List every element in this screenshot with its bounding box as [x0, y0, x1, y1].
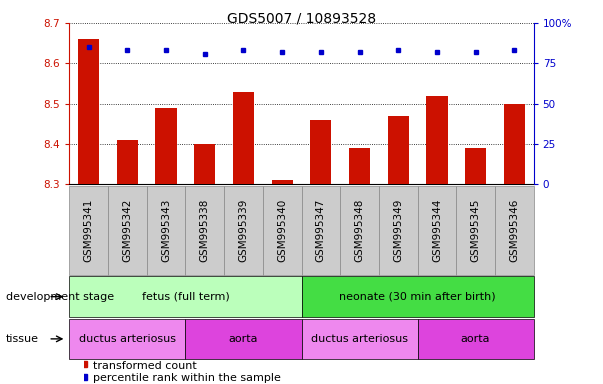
Bar [271, 180, 293, 184]
Text: GDS5007 / 10893528: GDS5007 / 10893528 [227, 12, 376, 25]
Text: ductus arteriosus: ductus arteriosus [311, 334, 408, 344]
Bar [504, 104, 525, 184]
Text: GSM995341: GSM995341 [84, 199, 93, 262]
Text: GSM995346: GSM995346 [510, 199, 519, 262]
Text: GSM995343: GSM995343 [161, 199, 171, 262]
Bar [78, 39, 99, 184]
Bar [465, 148, 486, 184]
Bar [194, 144, 215, 184]
Text: GSM995339: GSM995339 [238, 199, 248, 262]
Text: GSM995344: GSM995344 [432, 199, 442, 262]
Bar [349, 148, 370, 184]
Text: GSM995342: GSM995342 [122, 199, 133, 262]
Text: aorta: aorta [229, 334, 258, 344]
Text: aorta: aorta [461, 334, 490, 344]
Text: ductus arteriosus: ductus arteriosus [79, 334, 176, 344]
Bar [426, 96, 447, 184]
Text: neonate (30 min after birth): neonate (30 min after birth) [339, 291, 496, 302]
Text: GSM995338: GSM995338 [200, 199, 210, 262]
Bar [388, 116, 409, 184]
Text: GSM995347: GSM995347 [316, 199, 326, 262]
Bar [156, 108, 177, 184]
Bar [233, 92, 254, 184]
Text: transformed count: transformed count [93, 361, 197, 371]
Bar [310, 120, 332, 184]
Bar [117, 140, 138, 184]
Text: GSM995349: GSM995349 [393, 199, 403, 262]
Text: GSM995348: GSM995348 [355, 199, 365, 262]
Text: percentile rank within the sample: percentile rank within the sample [93, 373, 282, 383]
Text: development stage: development stage [6, 291, 114, 302]
Text: GSM995345: GSM995345 [470, 199, 481, 262]
Text: tissue: tissue [6, 334, 39, 344]
Text: fetus (full term): fetus (full term) [142, 291, 229, 302]
Text: GSM995340: GSM995340 [277, 199, 287, 262]
